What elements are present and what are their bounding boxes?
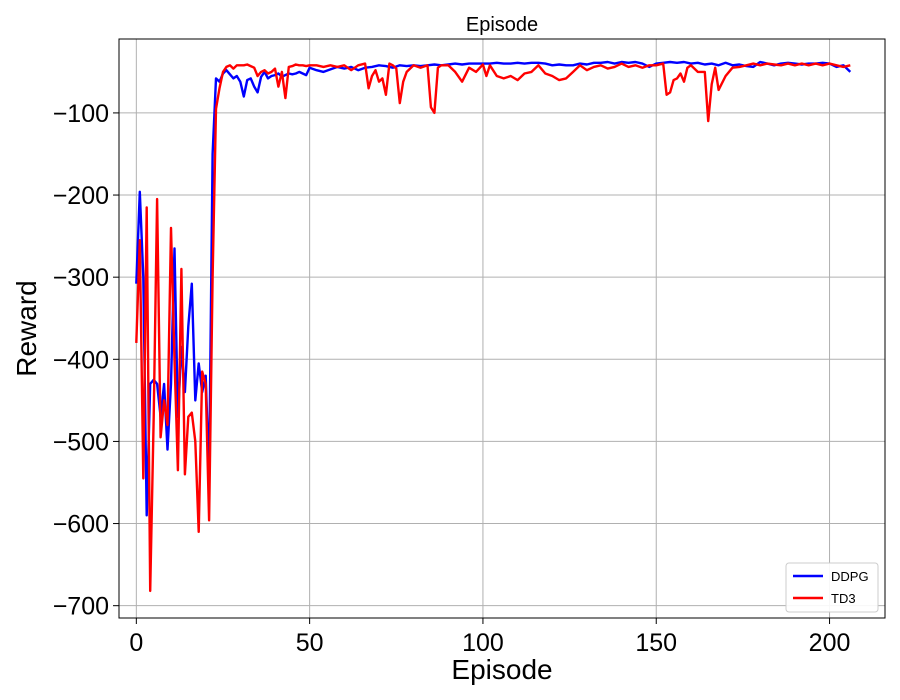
- y-tick-label: −400: [53, 346, 109, 374]
- legend-label-td3: TD3: [831, 591, 856, 606]
- y-tick-label: −200: [53, 182, 109, 210]
- series-line-ddpg: [135, 60, 852, 517]
- x-tick-label: 100: [462, 629, 504, 657]
- axis-ticks: 0 50 100 150 200 −100 −200 −300 −400 −500 −600 −700: [53, 100, 851, 657]
- legend: DDPG TD3: [785, 562, 879, 613]
- x-tick-label: 50: [296, 629, 324, 657]
- x-tick-label: 200: [809, 629, 851, 657]
- y-tick-label: −300: [53, 264, 109, 292]
- x-tick-label: 150: [635, 629, 677, 657]
- y-tick-label: −700: [53, 593, 109, 621]
- y-tick-label: −600: [53, 511, 109, 539]
- y-tick-label: −100: [53, 100, 109, 128]
- series-line-td3: [135, 62, 851, 593]
- plot-frame: [118, 38, 886, 619]
- legend-label-ddpg: DDPG: [831, 569, 869, 584]
- grid: [119, 39, 885, 618]
- x-tick-label: 0: [129, 629, 143, 657]
- y-axis-label: Reward: [11, 280, 42, 376]
- chart-title: Episode: [466, 14, 538, 36]
- y-tick-label: −500: [53, 428, 109, 456]
- x-axis-label: Episode: [451, 654, 552, 685]
- series-lines: [135, 60, 852, 593]
